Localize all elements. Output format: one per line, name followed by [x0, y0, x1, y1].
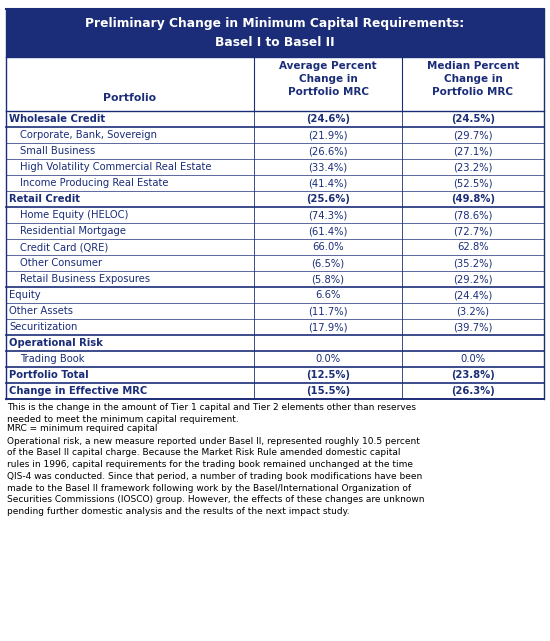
Text: Trading Book: Trading Book — [20, 354, 85, 364]
Text: Wholesale Credit: Wholesale Credit — [9, 114, 105, 124]
Text: (29.2%): (29.2%) — [453, 274, 493, 284]
Text: Portfolio Total: Portfolio Total — [9, 370, 89, 380]
Text: (35.2%): (35.2%) — [453, 258, 493, 268]
Text: (41.4%): (41.4%) — [309, 178, 348, 188]
Text: Operational Risk: Operational Risk — [9, 338, 103, 348]
Text: (26.6%): (26.6%) — [308, 146, 348, 156]
Text: Retail Business Exposures: Retail Business Exposures — [20, 274, 150, 284]
Text: (24.6%): (24.6%) — [306, 114, 350, 124]
Text: (5.8%): (5.8%) — [311, 274, 344, 284]
Text: (33.4%): (33.4%) — [309, 162, 348, 172]
Text: (52.5%): (52.5%) — [453, 178, 493, 188]
Text: 62.8%: 62.8% — [457, 242, 489, 252]
Bar — [6, 57, 544, 111]
Text: (49.8%): (49.8%) — [451, 194, 495, 204]
Text: (29.7%): (29.7%) — [453, 130, 493, 140]
Text: Corporate, Bank, Sovereign: Corporate, Bank, Sovereign — [20, 130, 157, 140]
Text: Other Assets: Other Assets — [9, 306, 73, 316]
Text: Average Percent
Change in
Portfolio MRC: Average Percent Change in Portfolio MRC — [279, 61, 377, 97]
Text: (24.4%): (24.4%) — [453, 290, 493, 300]
Text: Retail Credit: Retail Credit — [9, 194, 80, 204]
Text: Change in Effective MRC: Change in Effective MRC — [9, 386, 147, 396]
Text: Portfolio: Portfolio — [103, 93, 157, 103]
Text: Small Business: Small Business — [20, 146, 95, 156]
Text: Preliminary Change in Minimum Capital Requirements:
Basel I to Basel II: Preliminary Change in Minimum Capital Re… — [85, 17, 465, 49]
Text: (21.9%): (21.9%) — [308, 130, 348, 140]
Text: Income Producing Real Estate: Income Producing Real Estate — [20, 178, 168, 188]
Text: (6.5%): (6.5%) — [311, 258, 344, 268]
Text: Residential Mortgage: Residential Mortgage — [20, 226, 126, 236]
Text: 6.6%: 6.6% — [315, 290, 340, 300]
Text: (74.3%): (74.3%) — [309, 210, 348, 220]
Text: (15.5%): (15.5%) — [306, 386, 350, 396]
Text: Securitization: Securitization — [9, 322, 78, 332]
Text: (25.6%): (25.6%) — [306, 194, 350, 204]
Text: Equity: Equity — [9, 290, 41, 300]
Text: (23.2%): (23.2%) — [453, 162, 493, 172]
Text: (23.8%): (23.8%) — [451, 370, 495, 380]
Text: (72.7%): (72.7%) — [453, 226, 493, 236]
Text: Median Percent
Change in
Portfolio MRC: Median Percent Change in Portfolio MRC — [427, 61, 519, 97]
Text: (11.7%): (11.7%) — [308, 306, 348, 316]
Text: Credit Card (QRE): Credit Card (QRE) — [20, 242, 108, 252]
Text: (17.9%): (17.9%) — [308, 322, 348, 332]
Text: High Volatility Commercial Real Estate: High Volatility Commercial Real Estate — [20, 162, 212, 172]
Text: This is the change in the amount of Tier 1 capital and Tier 2 elements other tha: This is the change in the amount of Tier… — [7, 403, 416, 424]
Text: (26.3%): (26.3%) — [451, 386, 495, 396]
Text: Other Consumer: Other Consumer — [20, 258, 102, 268]
Text: (61.4%): (61.4%) — [309, 226, 348, 236]
Text: 0.0%: 0.0% — [460, 354, 486, 364]
Text: (78.6%): (78.6%) — [453, 210, 493, 220]
Text: (27.1%): (27.1%) — [453, 146, 493, 156]
Text: 0.0%: 0.0% — [316, 354, 340, 364]
Text: Home Equity (HELOC): Home Equity (HELOC) — [20, 210, 128, 220]
Text: 66.0%: 66.0% — [312, 242, 344, 252]
Text: Operational risk, a new measure reported under Basel II, represented roughly 10.: Operational risk, a new measure reported… — [7, 437, 425, 516]
Text: MRC = minimum required capital: MRC = minimum required capital — [7, 424, 157, 433]
Text: (3.2%): (3.2%) — [456, 306, 490, 316]
Text: (12.5%): (12.5%) — [306, 370, 350, 380]
Text: (24.5%): (24.5%) — [451, 114, 495, 124]
Text: (39.7%): (39.7%) — [453, 322, 493, 332]
Bar — [6, 9, 544, 57]
